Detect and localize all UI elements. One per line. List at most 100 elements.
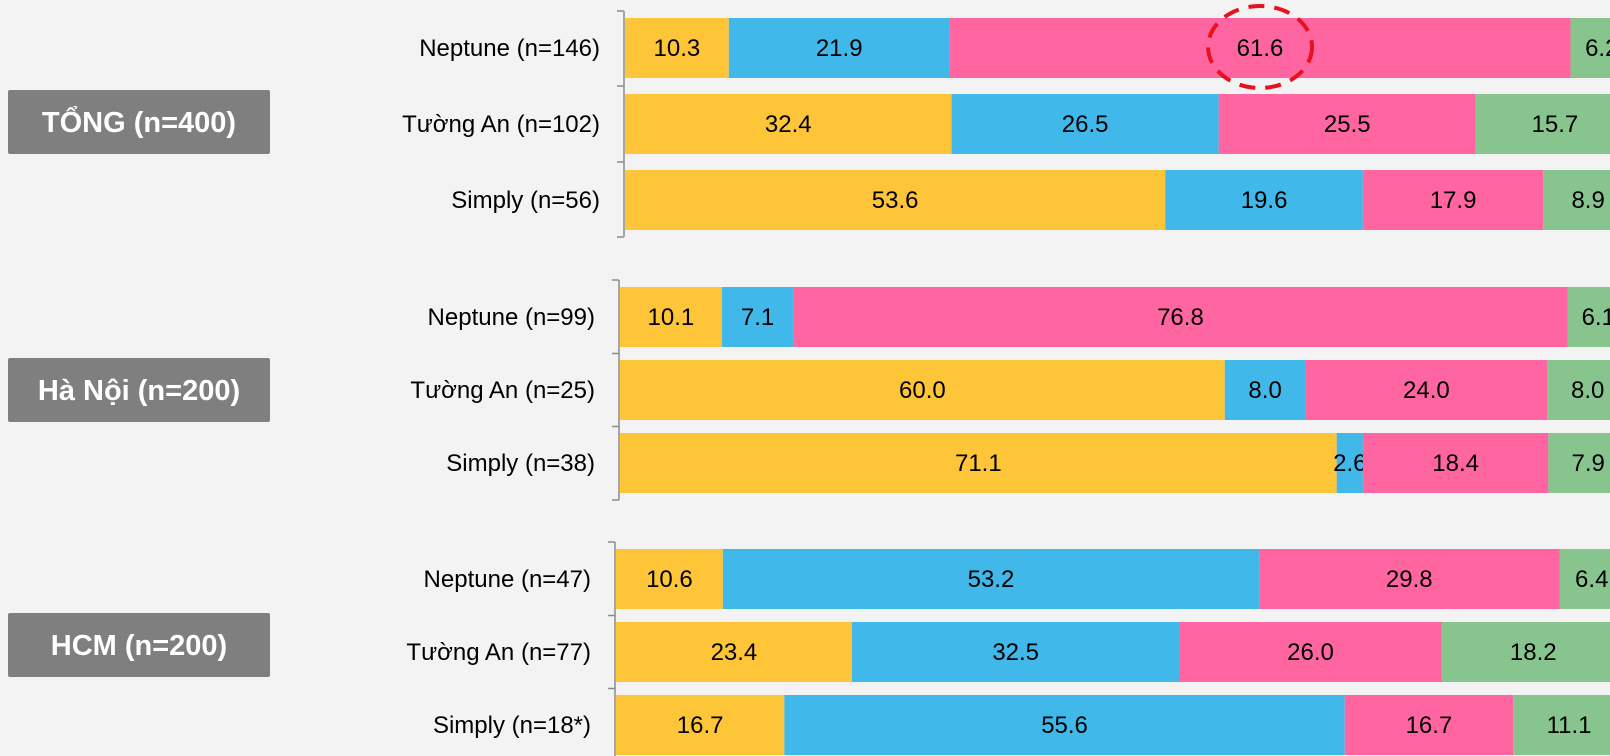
row-label: Tường An (n=25) bbox=[410, 377, 595, 404]
bar-segment-2 bbox=[951, 94, 1219, 154]
bar-segment-1 bbox=[625, 94, 952, 154]
bar-segment-4 bbox=[1543, 170, 1610, 230]
bar-row: Tường An (n=77) 23.4 32.5 26.0 18.2 bbox=[406, 622, 1610, 682]
data-label: 26.0 bbox=[1287, 639, 1334, 666]
data-label: 25.5 bbox=[1324, 111, 1371, 138]
data-label: 8.0 bbox=[1571, 377, 1604, 404]
bar-segment-1 bbox=[620, 360, 1225, 420]
bar-segment-3 bbox=[1259, 549, 1560, 609]
data-label: 55.6 bbox=[1041, 712, 1088, 739]
bar-segment-4 bbox=[1513, 695, 1610, 755]
bar-segment-1 bbox=[620, 287, 722, 347]
data-label: 6.4 bbox=[1575, 566, 1608, 593]
data-label: 7.1 bbox=[741, 304, 774, 331]
bar-segment-4 bbox=[1567, 287, 1610, 347]
group-label: HCM (n=200) bbox=[51, 630, 227, 662]
bar-segment-2 bbox=[722, 549, 1260, 609]
data-label: 76.8 bbox=[1157, 304, 1204, 331]
bar-segment-2 bbox=[1165, 170, 1363, 230]
data-label: 10.6 bbox=[646, 566, 693, 593]
data-label: 23.4 bbox=[711, 639, 758, 666]
row-label: Neptune (n=146) bbox=[419, 35, 600, 62]
bar-row: Neptune (n=146) 10.3 21.9 61.6 6.2 bbox=[419, 4, 1610, 90]
data-label: 53.6 bbox=[872, 187, 919, 214]
data-label: 71.1 bbox=[955, 450, 1002, 477]
bar-segment-3 bbox=[1362, 433, 1549, 493]
data-label: 29.8 bbox=[1386, 566, 1433, 593]
bar-segment-1 bbox=[616, 695, 785, 755]
bar-segment-4 bbox=[1547, 360, 1610, 420]
bar-segment-3 bbox=[1305, 360, 1548, 420]
row-label: Simply (n=38) bbox=[446, 450, 595, 477]
bar-segment-3 bbox=[1362, 170, 1544, 230]
bar-segment-1 bbox=[625, 170, 1166, 230]
bar-segment-1 bbox=[616, 622, 852, 682]
data-label: 11.1 bbox=[1547, 712, 1592, 739]
bar-segment-2 bbox=[1336, 433, 1363, 493]
bar-segment-2 bbox=[784, 695, 1345, 755]
group-1: TỔNG (n=400) Neptune (n=146) 10.3 21.9 61.6 6… bbox=[8, 4, 1610, 238]
data-label: 19.6 bbox=[1241, 187, 1288, 214]
bar-row: Neptune (n=99) 10.1 7.1 76.8 6.1 bbox=[428, 287, 1610, 347]
bar-segment-4 bbox=[1548, 433, 1610, 493]
row-label: Neptune (n=99) bbox=[428, 304, 595, 331]
bar-row: Simply (n=38) 71.1 2.6 18.4 7.9 bbox=[446, 433, 1610, 493]
highlight-circle bbox=[1206, 4, 1315, 90]
bar-segment-3 bbox=[1218, 94, 1476, 154]
row-label: Neptune (n=47) bbox=[424, 566, 591, 593]
data-label: 32.5 bbox=[992, 639, 1039, 666]
data-label: 6.2 bbox=[1585, 35, 1610, 62]
bar-segment-1 bbox=[625, 18, 729, 78]
bar-row: Neptune (n=47) 10.6 53.2 29.8 6.4 bbox=[424, 549, 1610, 609]
bar-segment-3 bbox=[949, 18, 1571, 78]
row-label: Simply (n=56) bbox=[451, 187, 600, 214]
data-label: 53.2 bbox=[968, 566, 1015, 593]
data-label: 18.4 bbox=[1432, 450, 1479, 477]
data-label: 8.9 bbox=[1571, 187, 1604, 214]
bar-segment-2 bbox=[851, 622, 1180, 682]
bar-segment-2 bbox=[728, 18, 950, 78]
group-label: Hà Nội (n=200) bbox=[38, 375, 240, 407]
bar-row: Tường An (n=25) 60.0 8.0 24.0 8.0 bbox=[410, 360, 1610, 420]
bar-segment-3 bbox=[793, 287, 1568, 347]
data-label: 8.0 bbox=[1248, 377, 1281, 404]
row-label: Simply (n=18*) bbox=[433, 712, 591, 739]
bar-segment-3 bbox=[1179, 622, 1442, 682]
bar-segment-4 bbox=[1559, 549, 1610, 609]
data-label: 10.3 bbox=[654, 35, 701, 62]
data-label: 21.9 bbox=[816, 35, 863, 62]
data-label: 16.7 bbox=[1406, 712, 1453, 739]
data-label: 16.7 bbox=[677, 712, 724, 739]
data-label: 60.0 bbox=[899, 377, 946, 404]
bar-row: Tường An (n=102) 32.4 26.5 25.5 15.7 bbox=[402, 94, 1610, 154]
group-3: HCM (n=200) Neptune (n=47) 10.6 53.2 29.8 6.4… bbox=[8, 541, 1610, 756]
data-label: 24.0 bbox=[1403, 377, 1450, 404]
bar-segment-3 bbox=[1344, 695, 1514, 755]
data-label: 15.7 bbox=[1532, 111, 1579, 138]
bar-segment-4 bbox=[1441, 622, 1610, 682]
bar-segment-1 bbox=[616, 549, 723, 609]
data-label: 61.6 bbox=[1237, 35, 1284, 62]
data-label: 32.4 bbox=[765, 111, 812, 138]
bar-segment-2 bbox=[721, 287, 794, 347]
row-label: Tường An (n=77) bbox=[406, 639, 591, 666]
bar-row: Simply (n=18*) 16.7 55.6 16.7 11.1 bbox=[433, 695, 1610, 755]
group-badge bbox=[8, 358, 270, 422]
data-label: 18.2 bbox=[1510, 639, 1557, 666]
bar-segment-4 bbox=[1475, 94, 1610, 154]
data-label: 6.1 bbox=[1582, 304, 1610, 331]
data-label: 17.9 bbox=[1430, 187, 1477, 214]
bar-segment-4 bbox=[1570, 18, 1610, 78]
data-label: 26.5 bbox=[1062, 111, 1109, 138]
group-badge bbox=[8, 90, 270, 154]
row-label: Tường An (n=102) bbox=[402, 111, 600, 138]
group-badge bbox=[8, 613, 270, 677]
data-label: 2.6 bbox=[1333, 450, 1366, 477]
bar-row: Simply (n=56) 53.6 19.6 17.9 8.9 bbox=[451, 170, 1610, 230]
group-label: TỔNG (n=400) bbox=[42, 105, 236, 139]
data-label: 7.9 bbox=[1571, 450, 1604, 477]
bar-segment-1 bbox=[620, 433, 1337, 493]
data-label: 10.1 bbox=[648, 304, 695, 331]
